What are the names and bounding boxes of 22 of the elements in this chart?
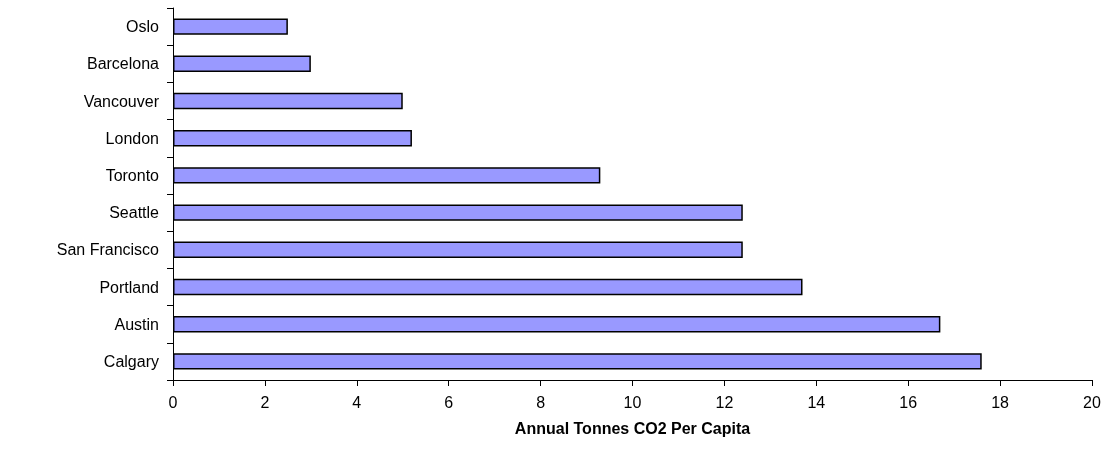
x-tick-label: 18 <box>991 393 1010 411</box>
y-tick-label: Toronto <box>105 166 160 184</box>
y-tick-label: San Francisco <box>56 241 160 259</box>
y-tick-label: Vancouver <box>83 92 160 110</box>
y-tick-label: Austin <box>114 315 159 333</box>
x-tick-label: 0 <box>168 393 178 411</box>
y-tick-label: Oslo <box>126 18 160 36</box>
x-tick-label: 14 <box>807 393 826 411</box>
y-tick-label: Barcelona <box>86 55 160 73</box>
x-axis-title: Annual Tonnes CO2 Per Capita <box>514 419 751 437</box>
y-tick-label: Calgary <box>103 352 159 370</box>
y-tick-label: Seattle <box>109 204 160 222</box>
x-tick-label: 10 <box>623 393 642 411</box>
x-tick-label: 6 <box>444 393 454 411</box>
x-tick-label: 4 <box>352 393 362 411</box>
y-tick-label: London <box>105 129 159 147</box>
x-tick-label: 2 <box>260 393 270 411</box>
x-tick-label: 20 <box>1083 393 1101 411</box>
y-tick-label: Portland <box>99 278 159 296</box>
x-tick-label: 12 <box>715 393 734 411</box>
x-tick-label: 16 <box>899 393 918 411</box>
x-tick-label: 8 <box>536 393 546 411</box>
